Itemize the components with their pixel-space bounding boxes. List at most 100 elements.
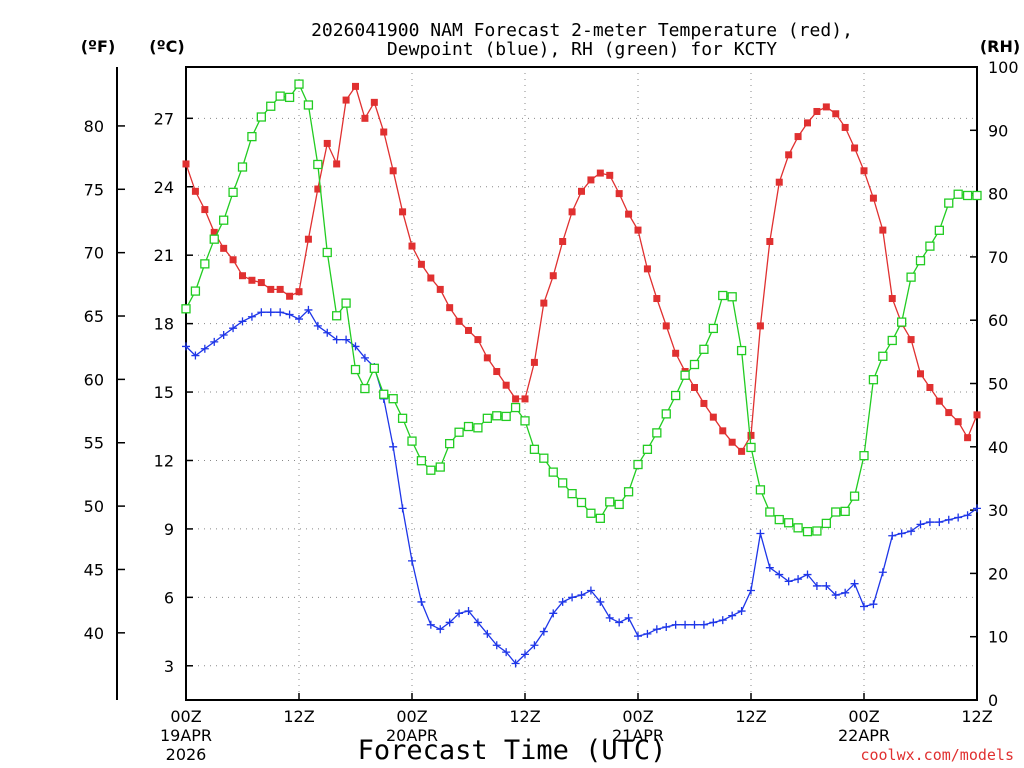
- dewpoint-point: [539, 627, 548, 636]
- rh-point: [360, 383, 370, 394]
- temperature-point: [945, 409, 953, 417]
- rh-point: [915, 256, 926, 266]
- dewpoint-point: [389, 442, 398, 451]
- temperature-point: [954, 418, 962, 426]
- temperature-point: [276, 285, 284, 293]
- dewpoint-point: [492, 641, 501, 650]
- rh-point: [219, 215, 229, 225]
- dewpoint-point: [860, 602, 868, 611]
- data-series: [181, 79, 982, 668]
- rh-point: [878, 351, 888, 361]
- temperature-point: [672, 349, 680, 357]
- dewpoint-point: [850, 579, 859, 588]
- rh-point: [897, 317, 907, 327]
- x-date-label: 21APR: [612, 726, 664, 745]
- rh-point: [548, 467, 558, 477]
- dewpoint-point: [191, 351, 200, 360]
- temperature-point: [201, 206, 209, 214]
- dewpoint-point: [963, 511, 972, 520]
- fahrenheit-unit-label: (ºF): [81, 37, 116, 56]
- x-axis-label: Forecast Time (UTC): [358, 735, 667, 766]
- temperature-point: [191, 187, 199, 195]
- rh-tick-label: 50: [988, 375, 1008, 394]
- rh-point: [831, 507, 841, 517]
- f-tick-label: 80: [84, 117, 104, 136]
- rh-point: [840, 506, 850, 517]
- dewpoint-point: [304, 305, 313, 314]
- dewpoint-point: [652, 625, 661, 634]
- rh-point: [642, 444, 653, 454]
- rh-point: [228, 187, 238, 197]
- tick-labels: 40 45 50 55 60 65 70 75 80 3 6 9 12 15 18 21 24 27 0 10 20 30…: [84, 58, 1019, 764]
- c-tick-label: 27: [154, 109, 174, 128]
- dewpoint-point: [728, 611, 737, 620]
- temperature-point: [436, 285, 444, 293]
- dewpoint-point: [398, 504, 407, 513]
- temperature-point: [634, 226, 642, 234]
- dewpoint-point: [257, 308, 266, 317]
- temperature-point: [220, 244, 228, 252]
- rh-point: [266, 101, 276, 111]
- rh-point: [652, 428, 662, 438]
- dewpoint-point: [888, 531, 897, 540]
- dewpoint-point: [521, 650, 529, 659]
- dewpoint-point: [935, 518, 944, 527]
- dewpoint-point: [775, 570, 784, 579]
- rh-point: [294, 79, 304, 89]
- celsius-unit-label: (ºC): [149, 37, 184, 56]
- rh-point: [962, 190, 973, 201]
- plot-frame: [185, 66, 978, 701]
- dewpoint-point: [897, 529, 906, 538]
- temperature-point: [917, 370, 924, 378]
- dewpoint-point: [276, 308, 285, 317]
- rh-point: [849, 491, 860, 501]
- temperature-point: [248, 276, 256, 284]
- rh-point: [473, 423, 483, 433]
- dewpoint-point: [238, 317, 247, 326]
- dewpoint-point: [944, 515, 953, 524]
- dewpoint-point: [615, 618, 624, 627]
- rh-point: [859, 451, 869, 461]
- f-tick-label: 45: [84, 560, 104, 579]
- x-date-label: 22APR: [838, 726, 890, 745]
- temperature-point: [615, 190, 623, 198]
- rh-point: [332, 311, 342, 321]
- rh-tick-label: 10: [988, 628, 1008, 647]
- temperature-point: [474, 336, 482, 344]
- temperature-point: [483, 354, 491, 362]
- temperature-point: [286, 292, 294, 300]
- rh-point: [953, 189, 963, 199]
- temperature-point: [756, 322, 764, 330]
- temperature-point: [568, 208, 576, 216]
- rh-point: [256, 112, 266, 122]
- dewpoint-point: [878, 568, 887, 577]
- dewpoint-point: [822, 581, 831, 590]
- c-tick-label: 3: [164, 657, 174, 676]
- rh-point: [492, 411, 502, 421]
- rh-point: [944, 198, 954, 208]
- rh-point: [510, 402, 521, 413]
- rh-point: [586, 508, 596, 518]
- temperature-point: [342, 96, 350, 104]
- temperature-point: [625, 210, 633, 218]
- c-tick-label: 9: [164, 520, 174, 539]
- temperature-point: [399, 208, 407, 216]
- rh-point: [426, 465, 436, 475]
- dewpoint-point: [841, 588, 850, 597]
- rh-line: [185, 82, 977, 533]
- rh-point: [237, 162, 248, 172]
- dewpoint-point: [690, 620, 699, 629]
- temperature-point: [785, 151, 793, 159]
- rh-point: [388, 394, 398, 404]
- temperature-point: [719, 427, 727, 435]
- dewpoint-point: [200, 344, 209, 353]
- dewpoint-point: [596, 597, 605, 606]
- dewpoint-point: [812, 581, 821, 590]
- dewpoint-point: [247, 312, 256, 321]
- temperature-point: [888, 295, 896, 303]
- rh-point: [463, 421, 474, 432]
- x-tick-label: 00Z: [622, 707, 653, 726]
- rh-point: [454, 427, 464, 437]
- rh-point: [303, 100, 314, 110]
- temperature-point: [408, 242, 416, 250]
